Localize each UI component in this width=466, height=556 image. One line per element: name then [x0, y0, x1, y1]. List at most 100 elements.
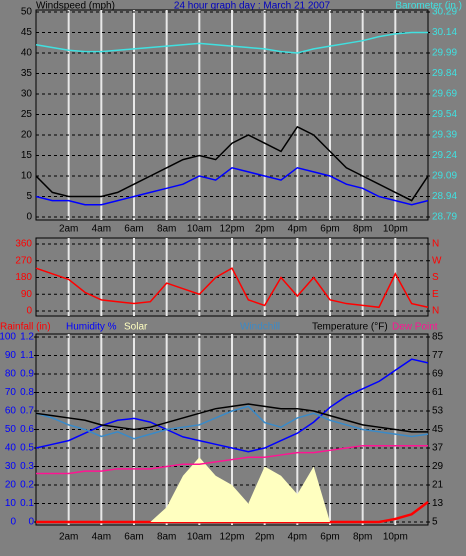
y-tick-label: 50 [21, 7, 33, 18]
y-tick-label: 0 [26, 306, 32, 317]
line [36, 444, 428, 475]
line [35, 267, 429, 309]
y2-tick-label: 29.09 [432, 171, 457, 182]
baro-axis-title: Barometer (in.) [395, 1, 462, 12]
y-tick-label: 40 [5, 443, 17, 454]
legend-entry: Windchill [240, 322, 280, 333]
y2-tick-label: 29.24 [432, 150, 457, 161]
y2-tick-label: 13 [432, 498, 444, 509]
y-tick-label: 45 [21, 27, 33, 38]
y2-tick-label: 37 [432, 443, 444, 454]
rain-tick-label: 0.6 [20, 424, 34, 435]
y2-tick-label: 28.94 [432, 191, 457, 202]
x-tick-label: 12pm [219, 532, 244, 543]
y-tick-label: 15 [21, 150, 33, 161]
x-tick-label: 12pm [219, 224, 244, 235]
y-tick-label: 30 [21, 89, 33, 100]
y-tick-label: 360 [15, 239, 32, 250]
x-tick-label: 8am [157, 532, 176, 543]
legend-entry: Dew Point [392, 322, 438, 333]
y-tick-label: 10 [5, 498, 17, 509]
y-tick-label: 80 [5, 369, 17, 380]
y2-tick-label: N [432, 239, 439, 250]
y2-tick-label: 30.14 [432, 27, 457, 38]
line [35, 31, 428, 54]
line [35, 358, 429, 453]
y2-tick-label: 85 [432, 332, 444, 343]
x-tick-label: 4pm [288, 224, 307, 235]
graph-title: 24 hour graph day : March 21 2007 [174, 1, 331, 12]
x-tick-label: 2pm [255, 224, 274, 235]
x-tick-label: 2am [59, 532, 78, 543]
area [36, 457, 428, 522]
rain-tick-label: 0.3 [20, 461, 34, 472]
x-tick-label: 10am [187, 532, 212, 543]
y2-tick-label: E [432, 289, 439, 300]
x-tick-label: 8am [157, 224, 176, 235]
y2-tick-label: S [432, 272, 439, 283]
legend-entry: Temperature (°F) [312, 322, 388, 333]
y-tick-label: 30 [5, 461, 17, 472]
y-tick-label: 90 [5, 350, 17, 361]
y-tick-label: 25 [21, 109, 33, 120]
y-tick-label: 270 [15, 255, 32, 266]
y2-tick-label: W [432, 255, 442, 266]
y-tick-label: 60 [5, 406, 17, 417]
y-tick-label: 35 [21, 68, 33, 79]
x-tick-label: 10pm [383, 224, 408, 235]
y-tick-label: 0 [10, 517, 16, 528]
y2-tick-label: 21 [432, 480, 444, 491]
x-tick-label: 2am [59, 224, 78, 235]
y-tick-label: 180 [15, 272, 32, 283]
rain-tick-label: 0.2 [20, 480, 34, 491]
legend-entry: Solar [124, 322, 148, 333]
y2-tick-label: 29.84 [432, 68, 457, 79]
y2-tick-label: 5 [432, 517, 438, 528]
rain-tick-label: 0.7 [20, 406, 34, 417]
line [35, 166, 429, 206]
wind-axis-title: Windspeed (mph) [36, 1, 115, 12]
x-tick-label: 6am [124, 224, 143, 235]
rain-tick-label: 0.8 [20, 387, 34, 398]
x-tick-label: 4am [92, 224, 111, 235]
rain-tick-label: 1.2 [20, 332, 34, 343]
line [35, 403, 428, 433]
y2-tick-label: 61 [432, 387, 444, 398]
legend-entry: Humidity % [66, 322, 117, 333]
x-tick-label: 6pm [320, 532, 339, 543]
x-tick-label: 4pm [288, 532, 307, 543]
rain-tick-label: 1.1 [20, 350, 34, 361]
y2-tick-label: 53 [432, 406, 444, 417]
y2-tick-label: 69 [432, 369, 444, 380]
y-tick-label: 90 [21, 289, 33, 300]
rain-tick-label: 0 [28, 517, 34, 528]
y2-tick-label: 29.69 [432, 89, 457, 100]
rain-tick-label: 0.9 [20, 369, 34, 380]
rain-tick-label: 0.5 [20, 443, 34, 454]
y-tick-label: 0 [26, 212, 32, 223]
y2-tick-label: 45 [432, 424, 444, 435]
y2-tick-label: N [432, 306, 439, 317]
y2-tick-label: 29 [432, 461, 444, 472]
y-tick-label: 20 [21, 130, 33, 141]
x-tick-label: 6am [124, 532, 143, 543]
x-tick-label: 6pm [320, 224, 339, 235]
y2-tick-label: 29.39 [432, 130, 457, 141]
rain-tick-label: 0.1 [20, 498, 34, 509]
line [35, 405, 429, 440]
y2-tick-label: 77 [432, 350, 444, 361]
x-tick-label: 4am [92, 532, 111, 543]
y-tick-label: 40 [21, 48, 33, 59]
y2-tick-label: 29.54 [432, 109, 457, 120]
x-tick-label: 8pm [353, 532, 372, 543]
x-tick-label: 2pm [255, 532, 274, 543]
y2-tick-label: 28.79 [432, 212, 457, 223]
y2-tick-label: 29.99 [432, 48, 457, 59]
y-tick-label: 70 [5, 387, 17, 398]
y-tick-label: 5 [26, 191, 32, 202]
y2-tick-label: 30.29 [432, 7, 457, 18]
line [35, 125, 429, 202]
y-tick-label: 10 [21, 171, 33, 182]
y-tick-label: 50 [5, 424, 17, 435]
